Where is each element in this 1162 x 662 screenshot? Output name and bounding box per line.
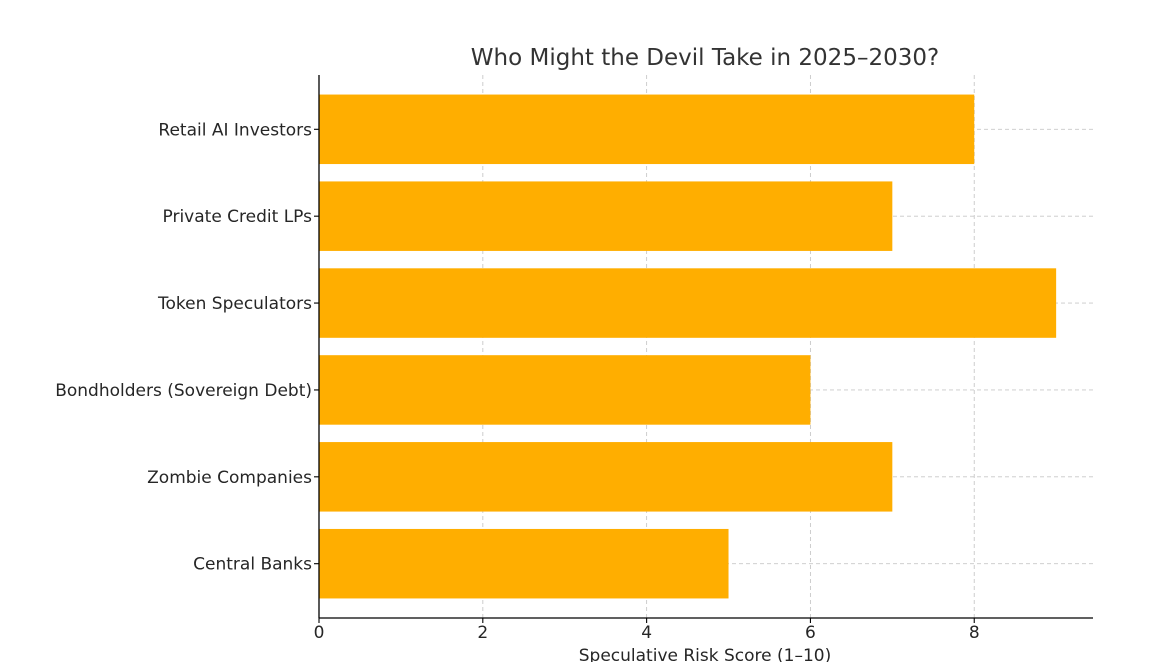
bar-private-credit-lps [319,181,893,251]
x-axis-label: Speculative Risk Score (1–10) [579,646,832,662]
y-tick-label-retail-ai-investors: Retail AI Investors [158,120,312,140]
y-tick-label-token-speculators: Token Speculators [157,294,312,314]
x-axis: 0 2 4 6 8 [314,617,1093,643]
bar-retail-ai-investors [319,94,975,165]
bar-central-banks [319,528,729,599]
bar-bondholders-sovereign-debt [319,355,811,425]
y-tick-label-bondholders-sovereign-debt: Bondholders (Sovereign Debt) [55,381,312,401]
x-tick-label-0: 0 [314,623,325,643]
x-tick-label-2: 2 [477,623,488,643]
bar-token-speculators [319,268,1057,338]
x-tick-label-4: 4 [641,623,652,643]
y-tick-label-private-credit-lps: Private Credit LPs [163,207,313,227]
x-tick-label-8: 8 [969,623,980,643]
y-tick-label-zombie-companies: Zombie Companies [147,468,312,488]
y-tick-label-central-banks: Central Banks [193,555,312,575]
bar-zombie-companies [319,442,893,512]
bars [319,94,1057,599]
x-tick-label-6: 6 [805,623,816,643]
chart-title: Who Might the Devil Take in 2025–2030? [471,45,939,71]
y-axis: Retail AI Investors Private Credit LPs Tok… [55,75,320,618]
